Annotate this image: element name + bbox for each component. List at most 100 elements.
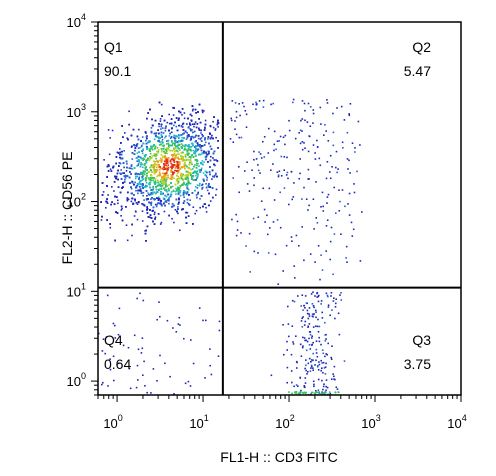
event-dot bbox=[154, 178, 157, 181]
event-dot bbox=[203, 129, 206, 131]
event-dot bbox=[302, 392, 305, 394]
event-dot bbox=[195, 145, 197, 147]
event-dot bbox=[303, 186, 305, 189]
event-dot bbox=[142, 178, 145, 180]
event-dot bbox=[258, 100, 261, 102]
y-tick-base: 10 bbox=[67, 374, 81, 389]
event-dot bbox=[188, 152, 190, 155]
event-dot bbox=[304, 377, 307, 379]
event-dot bbox=[346, 158, 349, 160]
event-dot bbox=[155, 186, 157, 188]
event-dot bbox=[131, 145, 133, 148]
event-dot bbox=[320, 359, 322, 362]
event-dot bbox=[180, 172, 182, 175]
event-dot bbox=[180, 155, 182, 157]
event-dot bbox=[208, 152, 210, 155]
event-dot bbox=[326, 99, 328, 101]
event-dot bbox=[171, 167, 173, 169]
event-dot bbox=[131, 168, 134, 170]
event-dot bbox=[176, 170, 178, 172]
event-dot bbox=[135, 144, 138, 146]
event-dot bbox=[320, 206, 322, 208]
event-dot bbox=[208, 171, 211, 173]
event-dot bbox=[177, 175, 180, 178]
event-dot bbox=[191, 129, 193, 131]
event-dot bbox=[314, 295, 316, 297]
event-dot bbox=[143, 199, 145, 201]
event-dot bbox=[320, 254, 322, 256]
event-dot bbox=[126, 175, 129, 177]
event-dot bbox=[174, 137, 176, 140]
event-dot bbox=[184, 167, 186, 170]
event-dot bbox=[311, 313, 314, 315]
event-dot bbox=[179, 190, 182, 192]
event-dot bbox=[186, 136, 189, 139]
event-dot bbox=[212, 137, 214, 140]
event-dot bbox=[324, 124, 326, 126]
event-dot bbox=[159, 315, 161, 318]
event-dot bbox=[235, 234, 238, 237]
event-dot bbox=[140, 162, 142, 164]
event-dot bbox=[165, 177, 168, 179]
event-dot bbox=[244, 110, 247, 112]
event-dot bbox=[126, 199, 129, 202]
event-dot bbox=[167, 176, 169, 179]
event-dot bbox=[172, 142, 174, 145]
event-dot bbox=[138, 161, 141, 163]
event-dot bbox=[145, 182, 148, 184]
event-dot bbox=[297, 295, 299, 297]
event-dot bbox=[163, 210, 166, 213]
event-dot bbox=[299, 158, 301, 160]
event-dot bbox=[210, 148, 213, 150]
event-dot bbox=[185, 158, 188, 161]
event-dot bbox=[137, 348, 140, 351]
event-dot bbox=[155, 191, 158, 193]
event-dot bbox=[166, 191, 168, 193]
event-dot bbox=[268, 187, 271, 190]
event-dot bbox=[312, 359, 314, 361]
event-dot bbox=[235, 110, 238, 113]
event-dot bbox=[272, 221, 275, 223]
event-dot bbox=[177, 193, 180, 195]
event-dot bbox=[117, 152, 120, 154]
event-dot bbox=[193, 130, 196, 133]
event-dot bbox=[270, 103, 272, 106]
event-dot bbox=[311, 335, 313, 337]
event-dot bbox=[150, 192, 153, 194]
event-dot bbox=[171, 154, 173, 156]
event-dot bbox=[160, 125, 162, 128]
event-dot bbox=[353, 183, 355, 185]
event-dot bbox=[176, 178, 179, 181]
event-dot bbox=[187, 171, 189, 174]
event-dot bbox=[136, 175, 138, 178]
event-dot bbox=[156, 203, 158, 206]
event-dot bbox=[199, 171, 202, 173]
event-dot bbox=[145, 184, 147, 187]
event-dot bbox=[308, 323, 311, 325]
event-dot bbox=[320, 393, 322, 395]
event-dot bbox=[206, 189, 209, 192]
event-dot bbox=[192, 223, 194, 225]
event-dot bbox=[235, 116, 238, 119]
event-dot bbox=[186, 187, 189, 190]
event-dot bbox=[312, 326, 315, 328]
event-dot bbox=[172, 327, 174, 329]
event-dot bbox=[234, 120, 236, 122]
event-dot bbox=[150, 157, 153, 159]
event-dot bbox=[177, 134, 180, 136]
event-dot bbox=[172, 172, 174, 175]
y-tick-label: 101 bbox=[67, 281, 86, 299]
event-dot bbox=[101, 383, 103, 386]
event-dot bbox=[115, 177, 117, 180]
event-dot bbox=[176, 210, 178, 213]
event-dot bbox=[131, 223, 133, 226]
event-dot bbox=[304, 339, 306, 342]
event-dot bbox=[181, 208, 183, 211]
event-dot bbox=[304, 295, 307, 297]
event-dot bbox=[305, 198, 308, 200]
event-dot bbox=[275, 148, 277, 151]
event-dot bbox=[308, 313, 310, 315]
event-dot bbox=[163, 177, 165, 180]
event-dot bbox=[312, 144, 315, 146]
event-dot bbox=[160, 103, 163, 106]
